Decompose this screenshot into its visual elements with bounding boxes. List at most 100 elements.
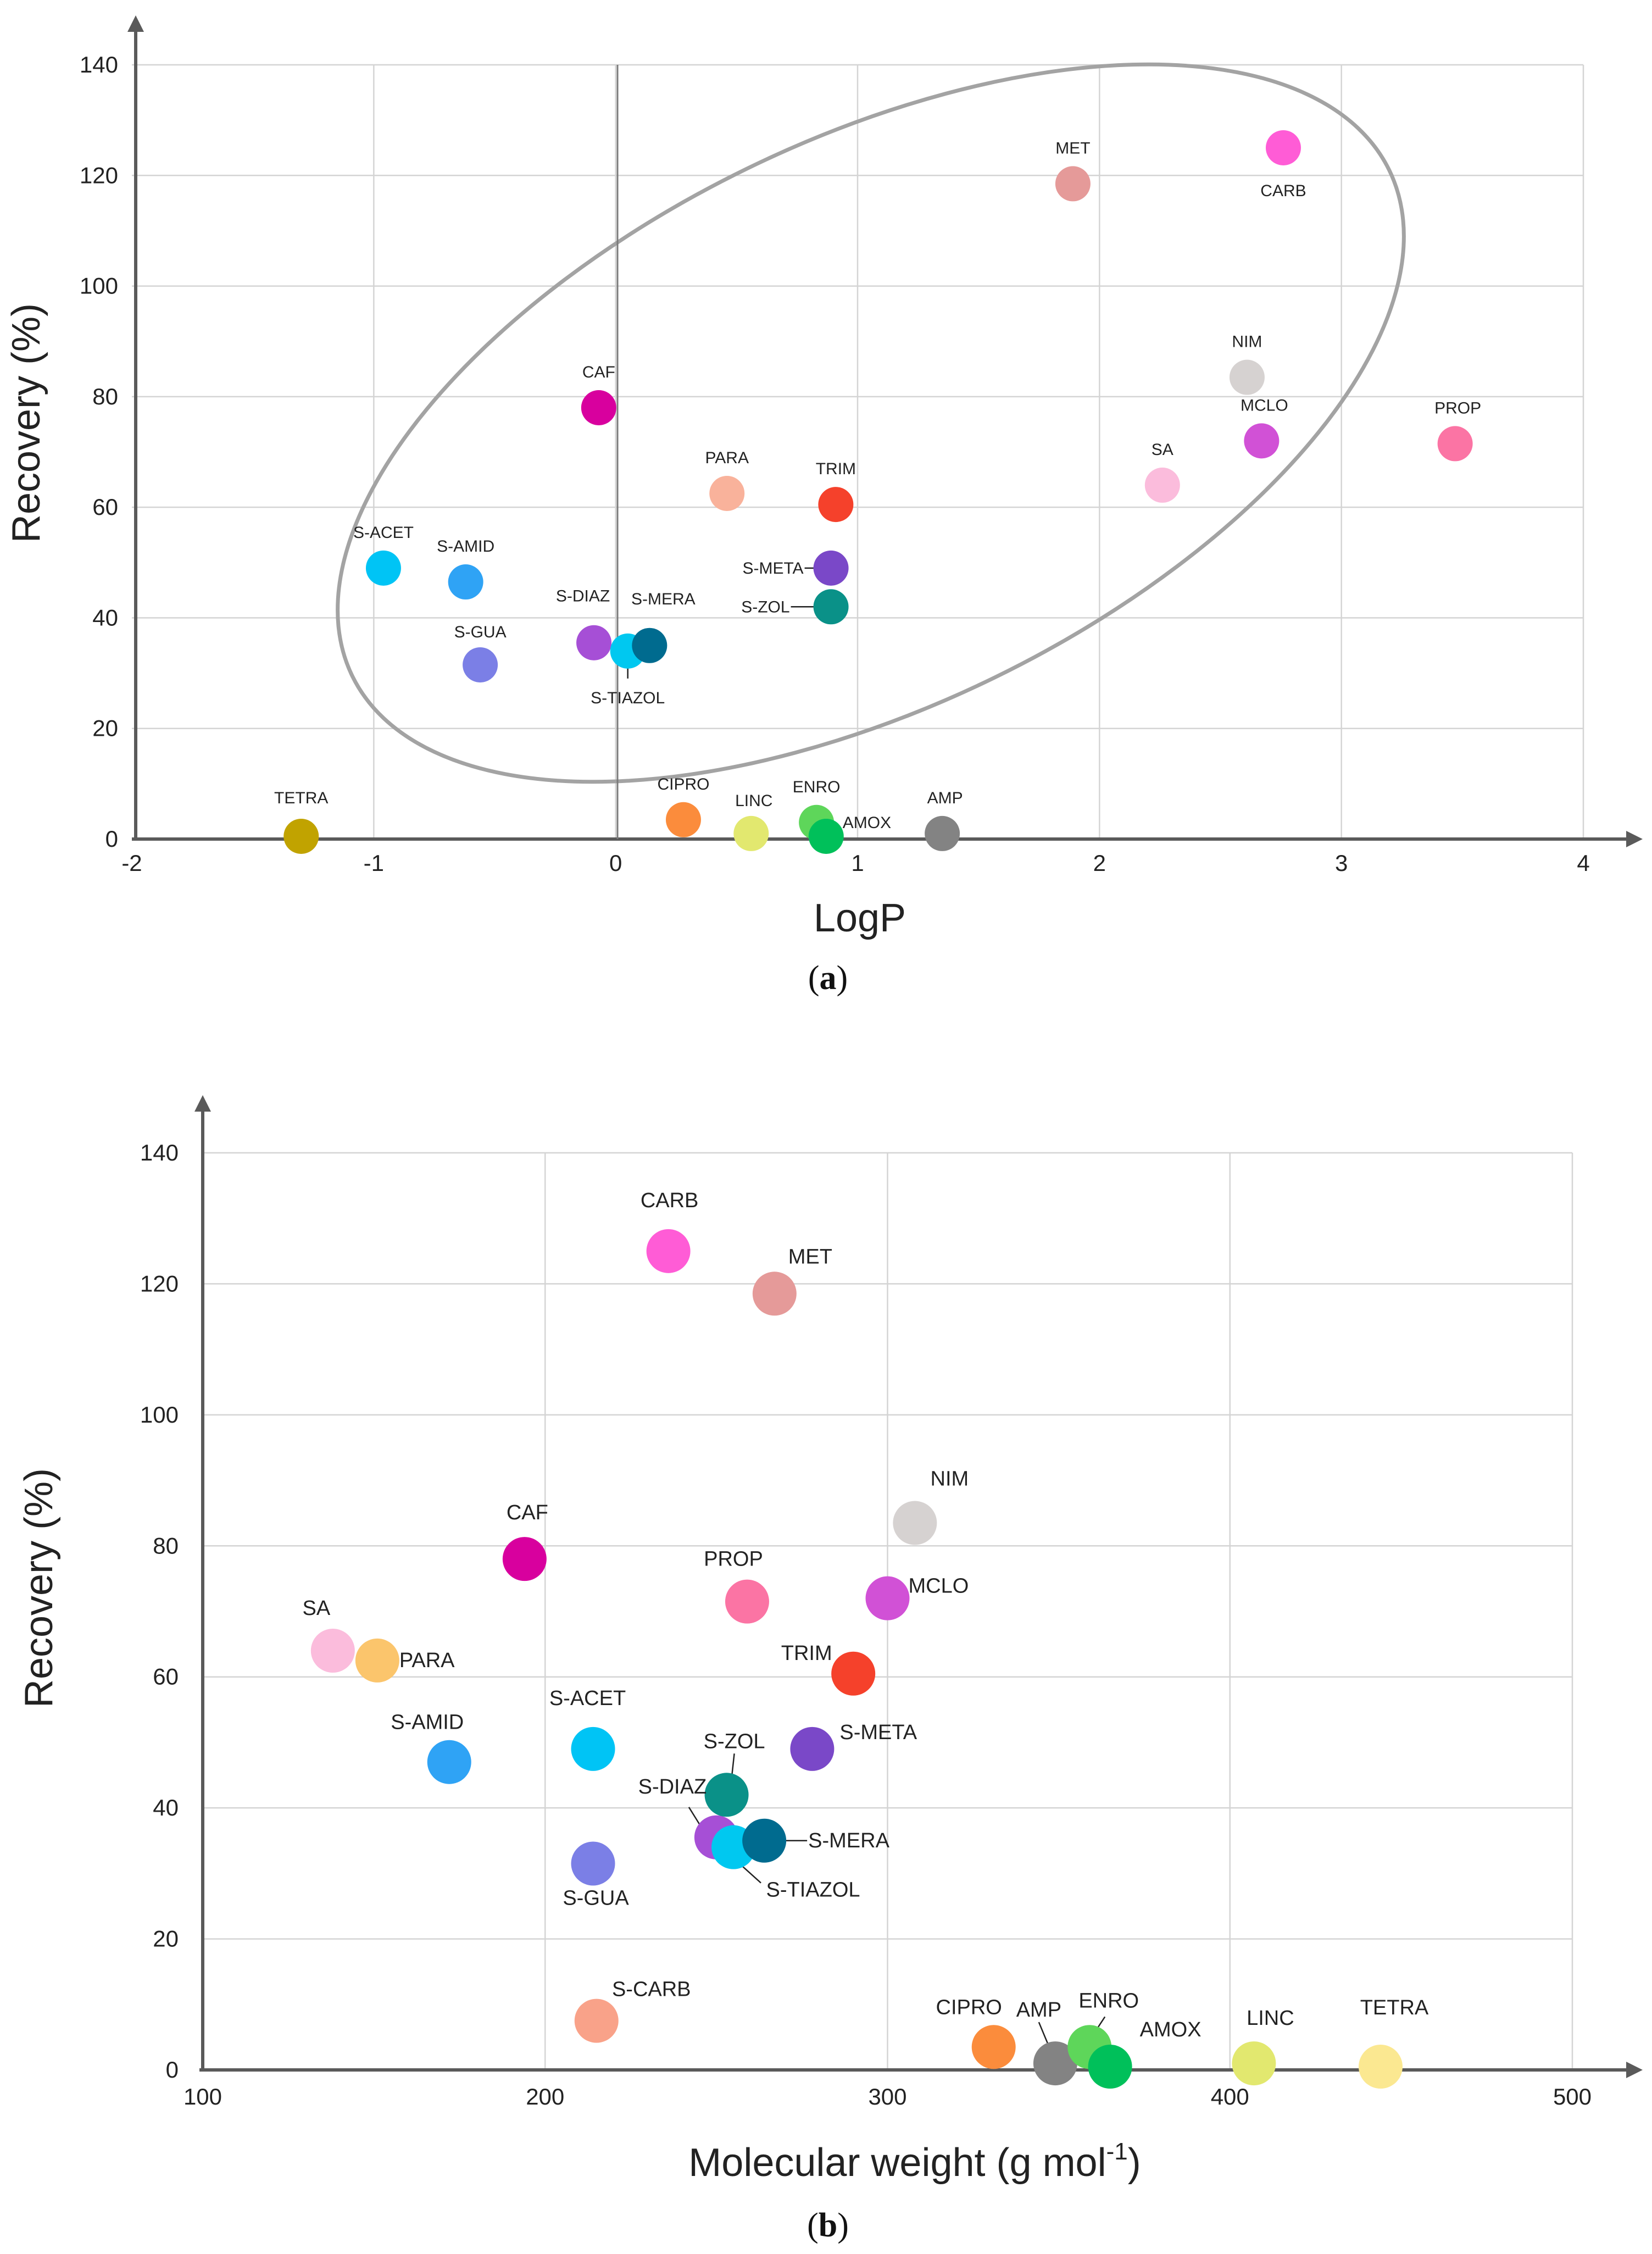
panel-b-point-para: [355, 1638, 399, 1683]
panel-b-label-s-diaz: S-DIAZ: [638, 1775, 707, 1798]
panel-a-y-tick-100: 100: [80, 273, 118, 299]
panel-a-point-sa: [1144, 467, 1180, 503]
panel-b-x-axis-title: Molecular weight (g mol-1): [688, 2138, 1141, 2185]
panel-a-y-tick-120: 120: [80, 162, 118, 188]
panel-a-point-trim: [818, 487, 854, 523]
panel-a-y-axis-title: Recovery (%): [4, 303, 48, 543]
panel-a-label-s-meta: S-META: [742, 559, 803, 578]
panel-b-y-tick-120: 120: [140, 1270, 179, 1296]
panel-a-label-caf: CAF: [582, 363, 615, 381]
panel-b-point-trim: [831, 1651, 876, 1696]
panel-a-point-s-mera: [632, 628, 668, 663]
panel-a-point-prop: [1437, 426, 1473, 462]
panel-a-label-sa: SA: [1152, 441, 1173, 459]
panel-a-logp-chart: 0 20 40 60 80 100 120 140 -2 -1 0 1 2 3 4 TETRA S-ACET S…: [4, 15, 1643, 997]
panel-a-point-caf: [581, 390, 616, 425]
panel-b-x-axis-arrow: [1626, 2062, 1643, 2078]
panel-b-point-s-amid: [427, 1740, 471, 1784]
panel-a-x-tick-1: 1: [851, 850, 864, 876]
panel-a-label-mclo: MCLO: [1241, 396, 1288, 414]
panel-b-label-cipro: CIPRO: [936, 1996, 1002, 2019]
panel-a-label-cipro: CIPRO: [657, 775, 709, 793]
panel-a-label-s-amid: S-AMID: [437, 537, 494, 556]
panel-b-point-amox: [1088, 2045, 1132, 2089]
panel-b-label: (b): [807, 2207, 849, 2244]
panel-b-x-tick-400: 400: [1211, 2084, 1249, 2109]
panel-b-y-tick-60: 60: [153, 1664, 179, 1690]
panel-b-label-carb: CARB: [641, 1189, 699, 1212]
panel-b-grid: [203, 1152, 1573, 2070]
panel-a-point-s-diaz: [576, 625, 612, 660]
panel-a-label-carb: CARB: [1260, 182, 1306, 200]
panel-a-label-para: PARA: [705, 449, 748, 467]
panel-b-point-met: [752, 1272, 797, 1316]
panel-a-points: [283, 130, 1473, 854]
panel-a-y-tick-60: 60: [92, 494, 118, 520]
panel-b-point-mclo: [865, 1576, 910, 1620]
panel-b-label-linc: LINC: [1247, 2007, 1294, 2030]
panel-b-y-tick-100: 100: [140, 1402, 179, 1428]
panel-b-label-sa: SA: [302, 1597, 330, 1620]
panel-b-point-prop: [725, 1579, 769, 1624]
panel-a-point-amox: [808, 818, 844, 854]
panel-a-point-s-gua: [463, 647, 498, 682]
panel-a-label-prop: PROP: [1434, 399, 1481, 417]
panel-b-y-tick-140: 140: [140, 1140, 179, 1165]
panel-b-x-tick-300: 300: [868, 2084, 906, 2109]
panel-a-label-s-tiazol: S-TIAZOL: [591, 689, 665, 707]
panel-b-label-s-meta: S-META: [839, 1721, 917, 1744]
panel-a-label-enro: ENRO: [793, 778, 841, 796]
panel-b-x-tick-500: 500: [1553, 2084, 1592, 2109]
panel-b-point-cipro: [971, 2025, 1016, 2069]
panel-a-tick-labels: 0 20 40 60 80 100 120 140 -2 -1 0 1 2 3 4: [80, 52, 1590, 876]
panel-b-y-axis-arrow: [194, 1095, 211, 1112]
panel-a-y-tick-20: 20: [92, 715, 118, 741]
panel-a-point-amp: [925, 815, 960, 851]
panel-b-y-tick-0: 0: [166, 2057, 179, 2083]
panel-a-label-s-zol: S-ZOL: [741, 598, 789, 616]
panel-b-y-axis-title: Recovery (%): [17, 1468, 61, 1708]
panel-a-label-amp: AMP: [927, 789, 963, 807]
panel-a-grid: [132, 64, 1584, 839]
panel-b-point-s-gua: [571, 1841, 615, 1886]
panel-b-label-s-zol: S-ZOL: [704, 1730, 765, 1753]
panel-b-x-axis-title-main: Molecular weight (g mol: [688, 2141, 1106, 2185]
panel-b-x-tick-100: 100: [183, 2084, 222, 2109]
panel-b-molecular-weight-chart: 0 20 40 60 80 100 120 140 100 200 300 400 500 SA PARA…: [17, 1095, 1643, 2244]
panel-b-point-nim: [893, 1501, 937, 1545]
panel-a-label-s-diaz: S-DIAZ: [556, 587, 610, 606]
panel-a-point-s-meta: [813, 550, 849, 586]
panel-b-x-tick-200: 200: [526, 2084, 564, 2109]
panel-a-point-cipro: [665, 802, 701, 837]
panel-a-label-s-mera: S-MERA: [631, 590, 696, 608]
panel-a-x-tick-0: 0: [609, 850, 622, 876]
panel-b-label-amox: AMOX: [1140, 2018, 1202, 2041]
panel-a-point-s-amid: [448, 564, 483, 600]
panel-b-label-enro: ENRO: [1078, 1989, 1139, 2012]
panel-b-point-carb: [646, 1229, 691, 1273]
panel-b-label-tetra: TETRA: [1360, 1996, 1429, 2019]
panel-b-label-caf: CAF: [507, 1501, 548, 1524]
panel-a-point-met: [1055, 166, 1091, 202]
panel-b-point-s-meta: [790, 1726, 835, 1771]
panel-b-point-s-carb: [574, 1998, 619, 2043]
panel-b-y-tick-80: 80: [153, 1533, 179, 1558]
panel-a-y-axis-arrow: [127, 15, 144, 32]
panel-a-x-axis-title: LogP: [814, 896, 906, 940]
panel-a-point-mclo: [1244, 423, 1280, 459]
panel-b-label-s-carb: S-CARB: [612, 1978, 691, 2001]
panel-b-point-tetra: [1358, 2045, 1403, 2089]
panel-a-x-tick-2: -2: [121, 850, 142, 876]
panel-a-point-tetra: [283, 818, 319, 854]
panel-b-tick-labels: 0 20 40 60 80 100 120 140 100 200 300 400 500: [140, 1140, 1592, 2109]
panel-b-label-s-tiazol: S-TIAZOL: [766, 1879, 860, 1902]
panel-a-y-tick-0: 0: [105, 826, 118, 852]
panel-a-point-nim: [1229, 359, 1265, 395]
panel-b-label-trim: TRIM: [781, 1642, 832, 1665]
panel-a-x-tick-1: -1: [364, 850, 384, 876]
panel-a-grouping-ellipse: [336, 62, 1406, 784]
panel-b-point-s-mera: [742, 1818, 787, 1863]
panel-b-label-nim: NIM: [931, 1468, 969, 1491]
panel-b-point-s-zol: [704, 1773, 749, 1817]
